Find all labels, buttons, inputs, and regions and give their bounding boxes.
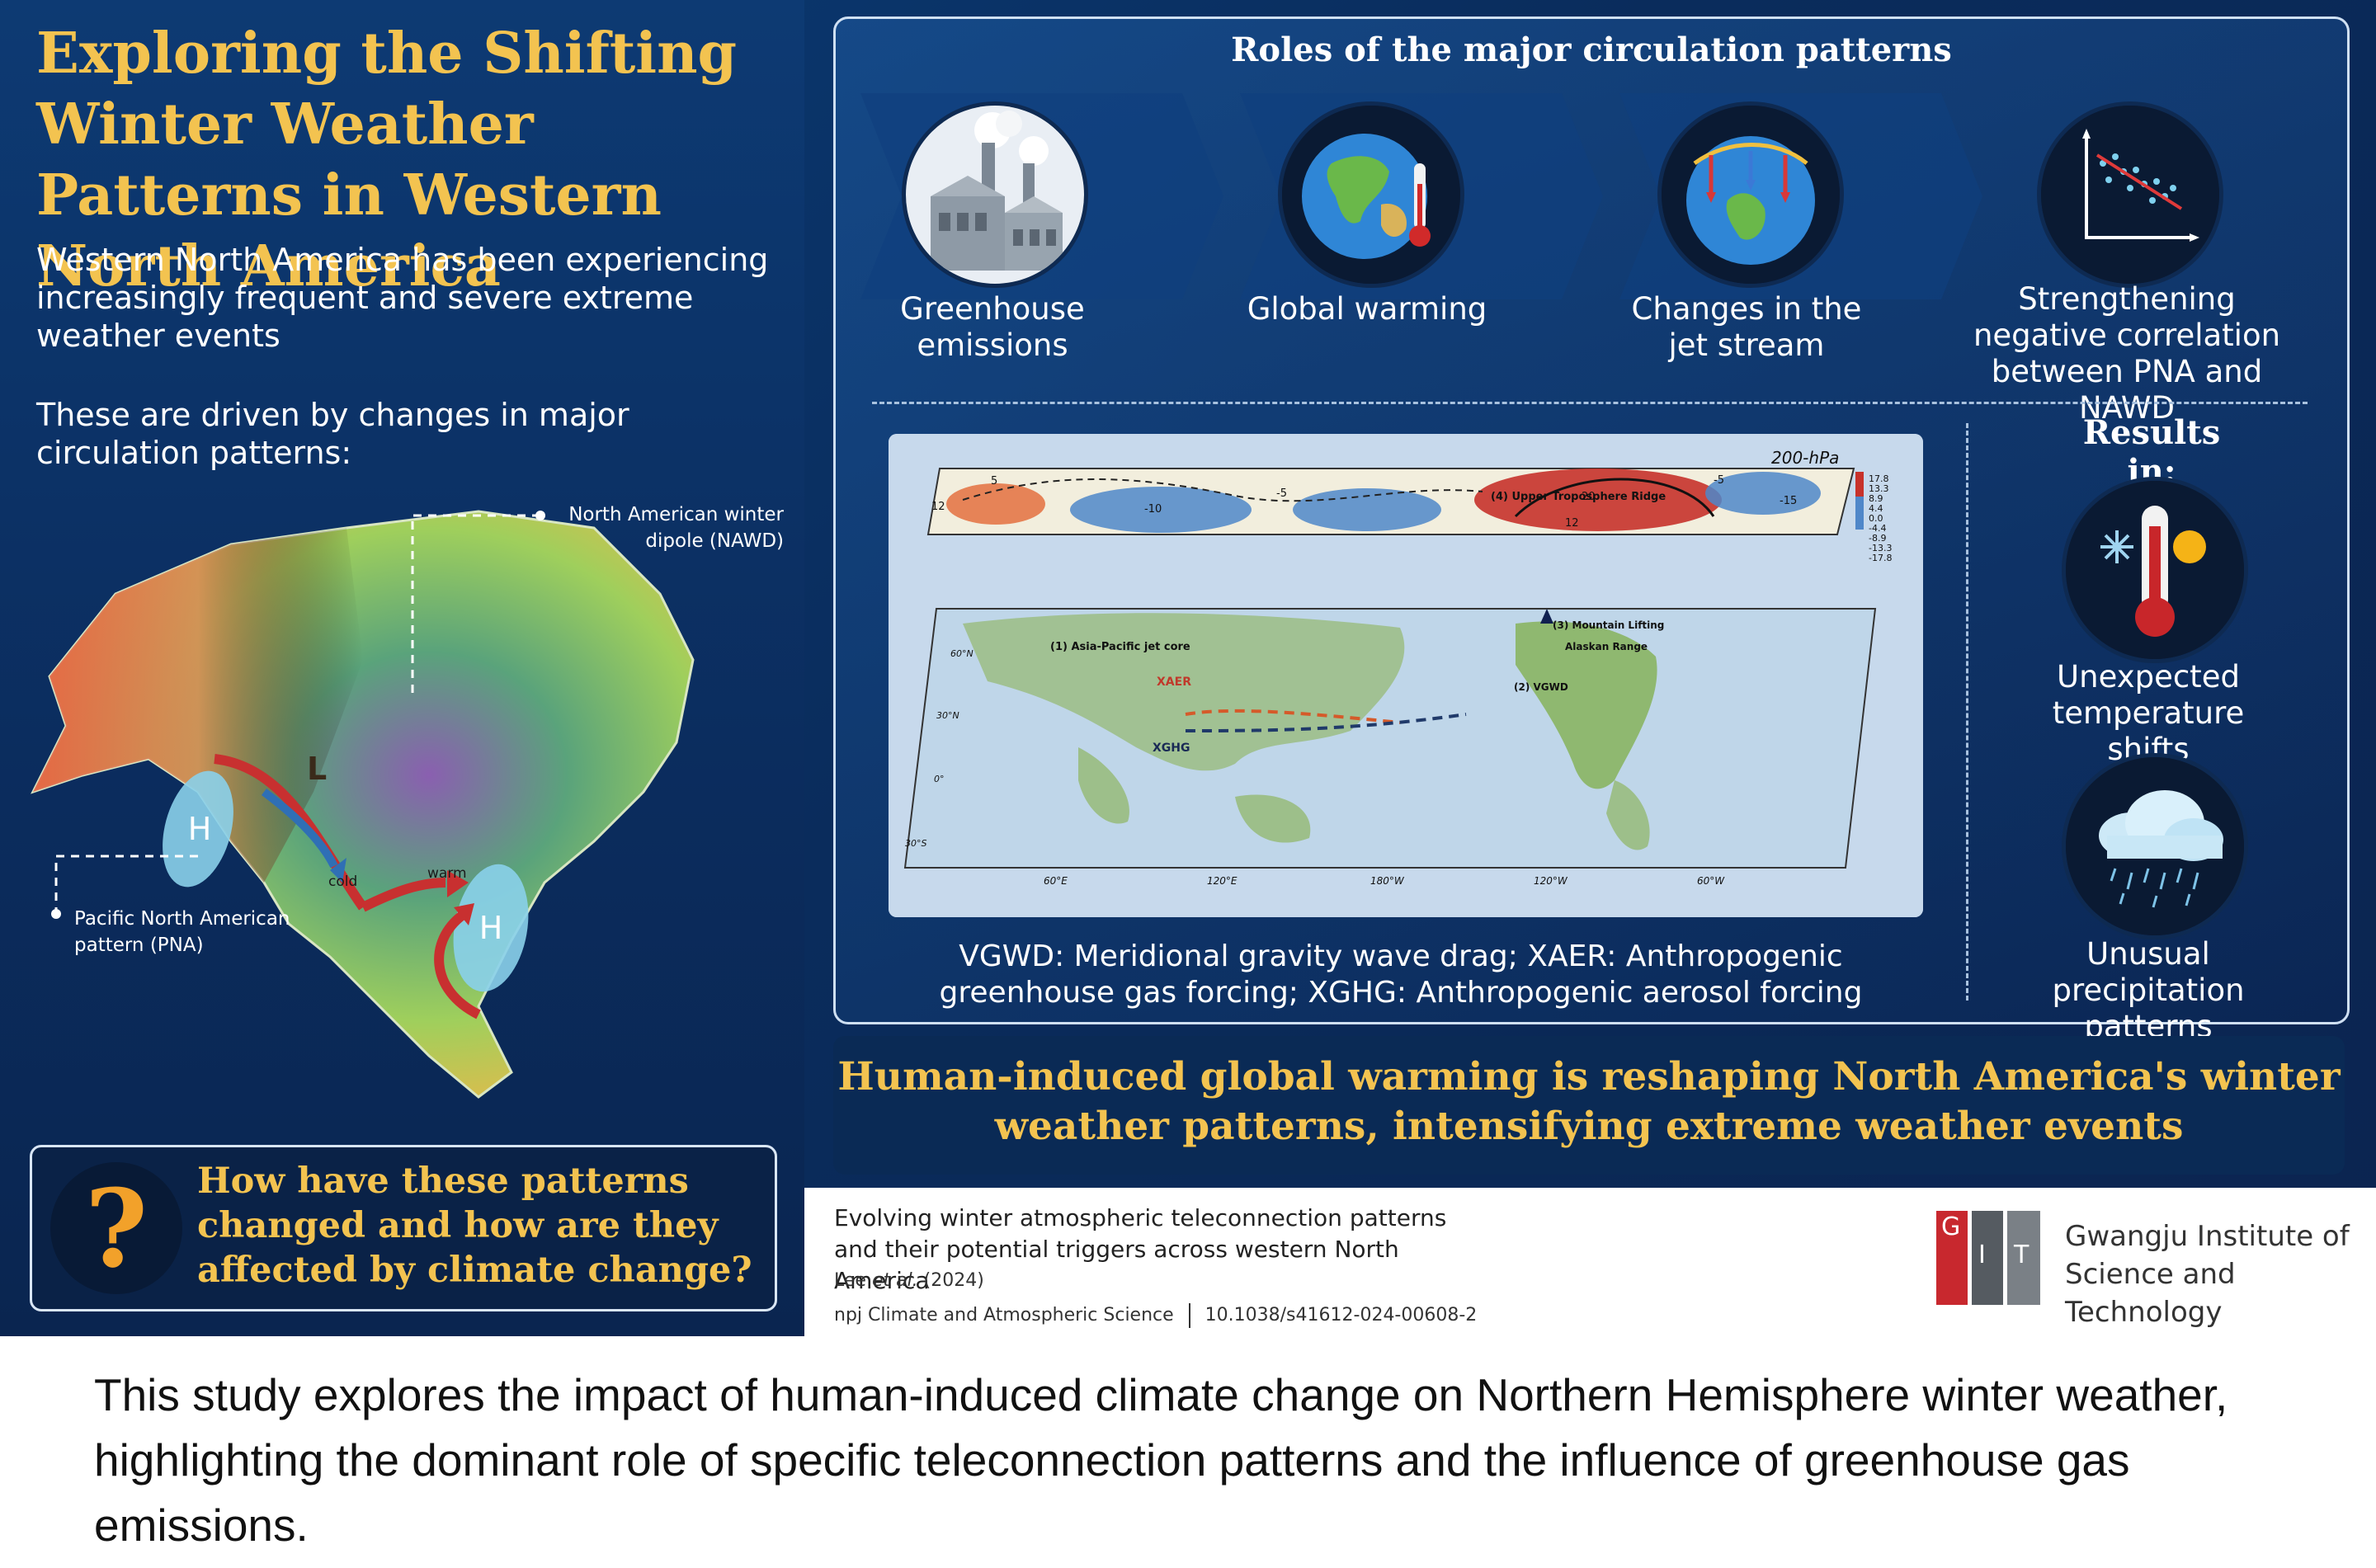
- figure-level-label: 200-hPa: [1771, 448, 1839, 468]
- thermometer-sun-snow-icon: [2062, 477, 2248, 663]
- key-message-text: Human-induced global warming is reshapin…: [837, 1054, 2341, 1149]
- reference-etal: et al.: [871, 1270, 918, 1291]
- figure-xghg-label: XGHG: [1153, 742, 1190, 755]
- lat-label-30n: 30°N: [936, 710, 959, 721]
- contour-label-2: -10: [1144, 503, 1162, 516]
- reference-title: Evolving winter atmospheric teleconnecti…: [834, 1204, 1447, 1294]
- contour-label-8: 12: [931, 501, 945, 513]
- contour-label-5: 12: [1565, 517, 1579, 530]
- step-caption-emissions: Greenhouse emissions: [900, 291, 1085, 363]
- colorbar-tick-6: -4.4: [1869, 523, 1886, 534]
- study-summary: This study explores the impact of human-…: [94, 1369, 2228, 1551]
- step-caption-jet-stream: Changes in the jet stream: [1631, 291, 1862, 363]
- reference-doi[interactable]: 10.1038/s41612-024-00608-2: [1204, 1305, 1478, 1326]
- reference-author: Lee: [834, 1270, 872, 1291]
- logo-letter-i: I: [1972, 1211, 2003, 1305]
- institution-name: Gwangju Institute of Science and Technol…: [2065, 1217, 2376, 1331]
- lon-label-60e: 60°E: [1044, 875, 1068, 887]
- contour-label-7: -15: [1780, 495, 1797, 507]
- reference-journal-line: npj Climate and Atmospheric Science 10.10…: [834, 1303, 1477, 1328]
- figure-caption: VGWD: Meridional gravity wave drag; XAER…: [939, 939, 1863, 1010]
- colorbar-tick-2: 13.3: [1869, 483, 1889, 494]
- institution-name-line2: Science and Technology: [2065, 1258, 2236, 1329]
- step-caption-warming: Global warming: [1247, 291, 1487, 327]
- contour-label-4: 20: [1582, 491, 1596, 503]
- cold-label: cold: [328, 873, 357, 890]
- infographic-poster: Exploring the Shifting Winter Weather Pa…: [0, 0, 2376, 1336]
- low-pressure-label: L: [307, 751, 327, 787]
- result-caption-temperature: Unexpected temperature shifts: [2052, 659, 2245, 767]
- divider-horizontal: [872, 402, 2308, 404]
- north-america-map: H H L cold warm: [31, 510, 695, 1099]
- figure-vgwd-label: (2) VGWD: [1514, 681, 1568, 693]
- figure-alaskan-range-label: Alaskan Range: [1565, 641, 1648, 652]
- lead-text-circulation: These are driven by changes in major cir…: [36, 397, 629, 471]
- globe-thermometer-icon: [1278, 101, 1464, 288]
- colorbar-tick-4: 4.4: [1869, 503, 1883, 514]
- reference-journal: npj Climate and Atmospheric Science: [834, 1305, 1174, 1326]
- contour-label-6: -5: [1714, 474, 1724, 487]
- high-pressure-label-west: H: [188, 811, 212, 847]
- pna-label: Pacific North American pattern (PNA): [74, 908, 290, 956]
- scatter-correlation-icon: [2037, 101, 2223, 288]
- warm-label: warm: [427, 865, 467, 882]
- jet-stream-globe-icon: [1657, 101, 1844, 288]
- reference-authors: Lee et al. (2024): [834, 1270, 984, 1291]
- logo-letter-t: T: [2007, 1211, 2040, 1305]
- nawd-label: North American winter dipole (NAWD): [568, 504, 784, 552]
- lat-label-0: 0°: [934, 774, 945, 784]
- high-pressure-label-east: H: [479, 910, 503, 946]
- lon-label-120w: 120°W: [1534, 875, 1568, 887]
- reference-year: (2024): [917, 1270, 984, 1291]
- colorbar-tick-9: -17.8: [1869, 553, 1892, 563]
- lat-label-60n: 60°N: [950, 648, 974, 659]
- lat-label-30s: 30°S: [905, 838, 926, 849]
- lon-label-180w: 180°W: [1370, 875, 1405, 887]
- colorbar-tick-3: 8.9: [1869, 493, 1883, 504]
- question-mark-icon: ?: [50, 1162, 182, 1294]
- atmospheric-figure: 200-hPa (4) Upper Troposphere Ridge 5 -1…: [889, 434, 1923, 917]
- poster-title: Exploring the Shifting Winter Weather Pa…: [36, 21, 738, 299]
- lon-label-60w: 60°W: [1697, 875, 1725, 887]
- figure-xaer-label: XAER: [1157, 676, 1191, 689]
- figure-ridge-label: (4) Upper Troposphere Ridge: [1491, 491, 1666, 503]
- key-message-banner: Human-induced global warming is reshapin…: [833, 1036, 2345, 1175]
- institution-name-line1: Gwangju Institute of: [2065, 1220, 2350, 1253]
- reference-bar: Evolving winter atmospheric teleconnecti…: [804, 1188, 2376, 1336]
- contour-label-3: -5: [1276, 487, 1287, 500]
- factory-icon: [902, 101, 1088, 288]
- contour-label-1: 5: [991, 475, 997, 487]
- roles-title: Roles of the major circulation patterns: [1231, 31, 1952, 69]
- lead-text-extreme-weather: Western North America has been experienc…: [36, 242, 769, 354]
- left-column: Exploring the Shifting Winter Weather Pa…: [0, 0, 804, 1336]
- lon-label-120e: 120°E: [1207, 875, 1238, 887]
- roles-panel: Roles of the major circulation patterns …: [833, 16, 2350, 1044]
- question-box: ? How have these patterns changed and ho…: [30, 1145, 777, 1311]
- figure-jet-core-label: (1) Asia-Pacific jet core: [1050, 641, 1190, 653]
- result-caption-precipitation: Unusual precipitation patterns: [2052, 936, 2245, 1044]
- logo-letter-g: G: [1936, 1211, 1968, 1305]
- colorbar-tick-5: 0.0: [1869, 513, 1883, 524]
- reference-separator: [1188, 1303, 1190, 1328]
- figure-mountain-lifting-label: (3) Mountain Lifting: [1553, 619, 1664, 631]
- step-caption-correlation: Strengthening negative correlation betwe…: [1973, 281, 2281, 426]
- colorbar-tick-1: 17.8: [1869, 473, 1889, 484]
- colorbar-tick-8: -13.3: [1869, 543, 1892, 553]
- divider-vertical: [1966, 423, 1968, 1001]
- colorbar-tick-7: -8.9: [1869, 533, 1886, 544]
- question-text: How have these patterns changed and how …: [197, 1161, 752, 1291]
- rain-cloud-icon: [2062, 753, 2248, 939]
